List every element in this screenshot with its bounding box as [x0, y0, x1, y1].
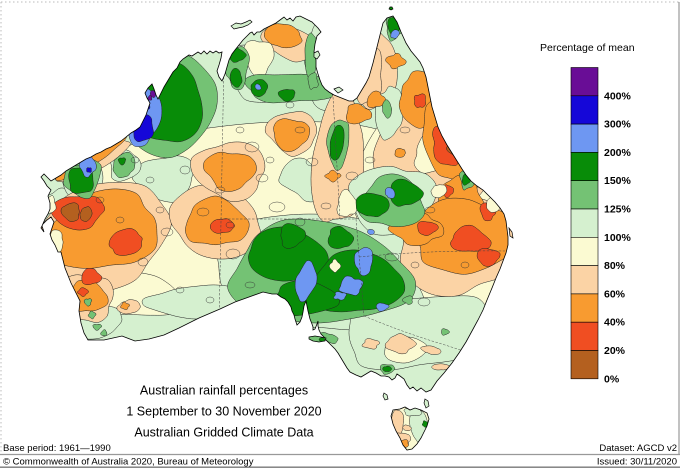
svg-text:40%: 40%	[604, 317, 626, 329]
svg-text:Australian Gridded Climate Dat: Australian Gridded Climate Data	[134, 426, 313, 440]
svg-text:Dataset: AGCD v2: Dataset: AGCD v2	[599, 443, 677, 454]
svg-text:Australian rainfall percentage: Australian rainfall percentages	[140, 384, 308, 398]
svg-text:1 September to 30 November 202: 1 September to 30 November 2020	[126, 405, 321, 419]
svg-text:100%: 100%	[604, 232, 632, 244]
svg-text:Percentage of mean: Percentage of mean	[540, 42, 635, 54]
svg-text:20%: 20%	[604, 345, 626, 357]
svg-text:Base period: 1961—1990: Base period: 1961—1990	[3, 443, 111, 454]
svg-text:Issued: 30/11/2020: Issued: 30/11/2020	[597, 457, 677, 468]
svg-text:© Commonwealth of Australia 20: © Commonwealth of Australia 2020, Bureau…	[3, 457, 254, 468]
svg-text:0%: 0%	[604, 373, 620, 385]
svg-text:80%: 80%	[604, 260, 626, 272]
svg-text:200%: 200%	[604, 147, 632, 159]
svg-text:60%: 60%	[604, 288, 626, 300]
svg-text:150%: 150%	[604, 175, 632, 187]
svg-text:300%: 300%	[604, 119, 632, 131]
svg-text:125%: 125%	[604, 204, 632, 216]
svg-text:400%: 400%	[604, 90, 632, 102]
